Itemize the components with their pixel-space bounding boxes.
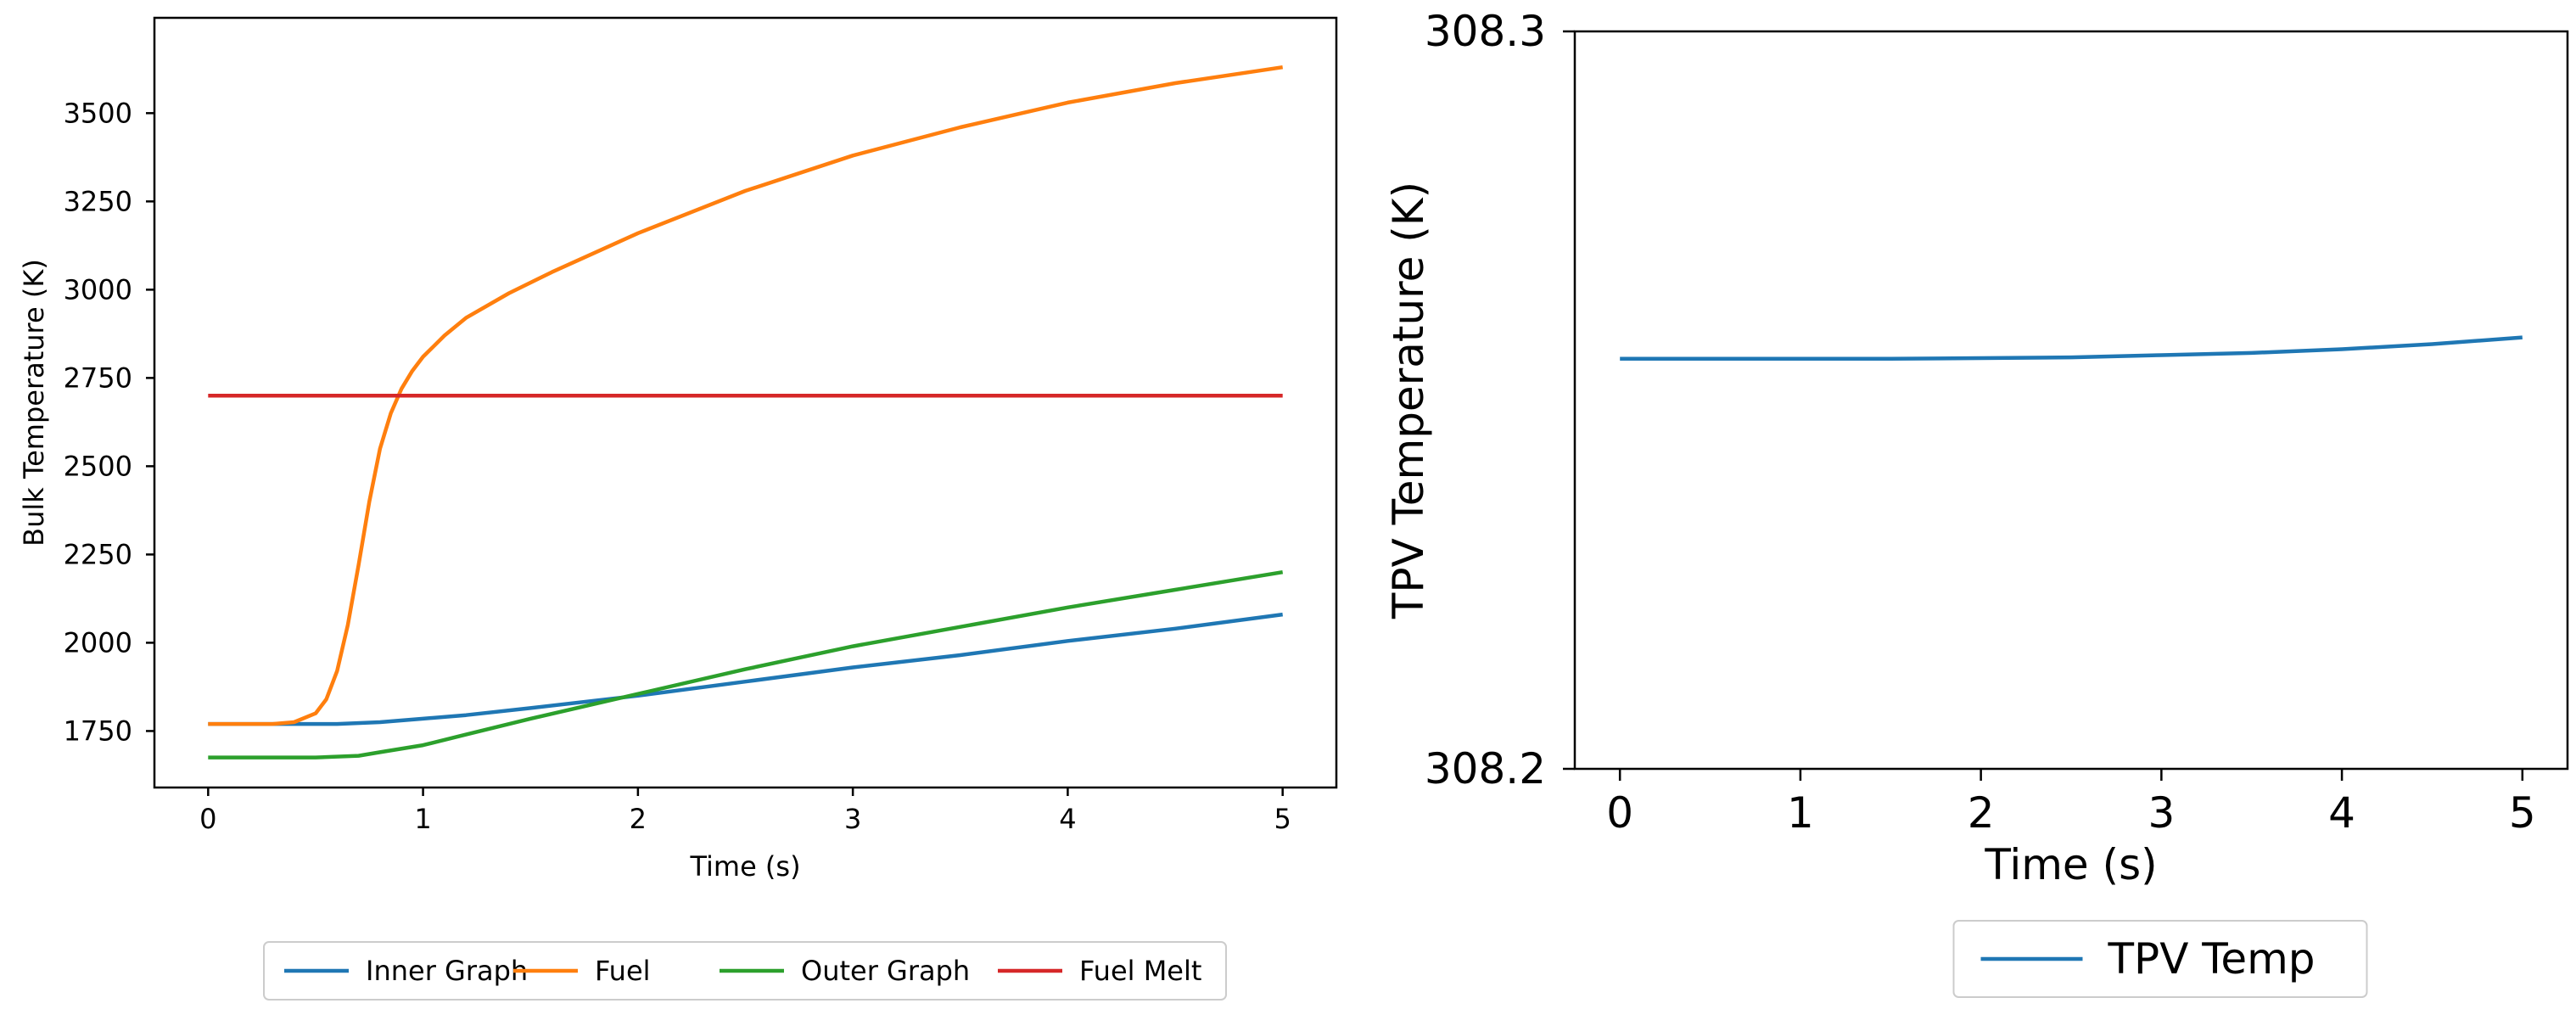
series-line-outer-graph [208,569,1284,760]
legend: TPV Temp [1952,920,2368,998]
x-tick-label: 1 [414,803,431,835]
series-line-fuel [208,64,1284,726]
x-axis-label: Time (s) [1984,840,2157,889]
y-tick-label: 2750 [64,362,132,394]
y-tick-label: 2250 [64,538,132,570]
legend-label-fuel-melt: Fuel Melt [1079,955,1201,987]
y-tick-label: 2500 [64,450,132,482]
axes-frame [1573,30,2569,771]
x-tick-label: 2 [1968,788,1995,838]
y-tick-label: 3250 [64,185,132,217]
x-tick-label: 4 [1059,803,1076,835]
axes-frame [153,16,1338,789]
x-tick-label: 1 [1787,788,1814,838]
y-tick-label: 308.2 [1425,744,1546,793]
legend-label-tpv-temp: TPV Temp [2108,934,2316,984]
chart-tpv-temperature: 0 1 2 3 4 5 308.2 308.3 Time (s) TPV Temperature … [1384,7,2569,998]
x-tick-label: 5 [2509,788,2536,838]
x-tick-label: 0 [1606,788,1633,838]
x-tick-label: 3 [2148,788,2175,838]
series-line-tpv-temp [1620,335,2523,362]
x-tick-label: 3 [844,803,861,835]
y-tick-label: 3500 [64,97,132,129]
x-tick-label: 2 [630,803,647,835]
legend-box [1952,920,2368,998]
y-axis-label: Bulk Temperature (K) [18,259,50,547]
legend-label-fuel: Fuel [595,955,651,987]
chart-bulk-temperature: 0 1 2 3 4 5 1750 2000 2250 2500 2750 3000 3250 3500 Ti… [18,16,1338,1001]
x-tick-label: 4 [2328,788,2355,838]
y-axis-label: TPV Temperature (K) [1384,182,1433,619]
legend-label-inner-graph: Inner Graph [366,955,528,987]
y-tick-label: 2000 [64,626,132,659]
series-line-inner-graph [208,612,1283,726]
x-tick-label: 0 [199,803,216,835]
y-tick-label: 1750 [64,715,132,747]
legend-label-outer-graph: Outer Graph [801,955,970,987]
y-tick-label: 308.3 [1425,7,1546,56]
legend: Inner Graph Fuel Outer Graph Fuel Melt [263,941,1227,1001]
x-tick-label: 5 [1274,803,1291,835]
x-axis-label: Time (s) [689,850,800,883]
y-tick-label: 3000 [64,273,132,306]
